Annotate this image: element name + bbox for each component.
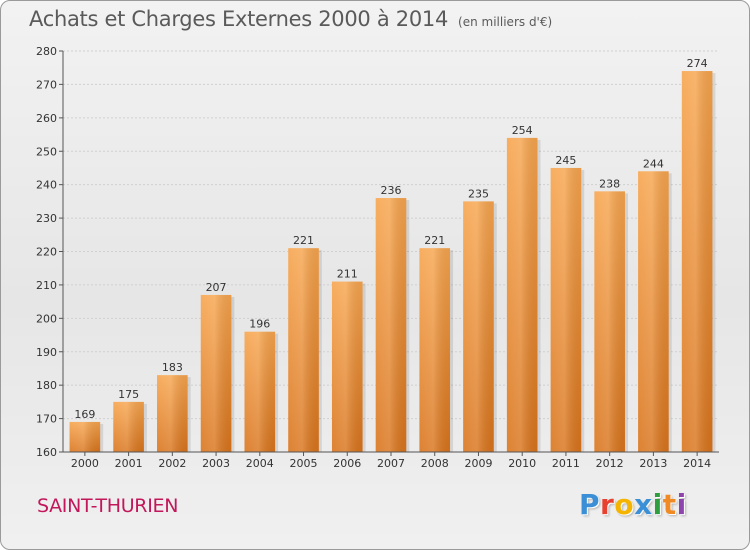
- logo-letter: r: [600, 488, 615, 521]
- x-tick-label: 2005: [290, 457, 318, 470]
- y-tick-label: 230: [36, 212, 57, 225]
- bar-highlight: [375, 198, 407, 452]
- bar-highlight: [419, 248, 451, 452]
- logo-letter: P: [579, 488, 601, 521]
- x-tick-label: 2006: [333, 457, 361, 470]
- bar-value-label: 207: [206, 281, 227, 294]
- bar-highlight: [638, 171, 669, 453]
- y-tick-label: 270: [36, 78, 57, 91]
- x-tick-label: 2011: [552, 457, 580, 470]
- x-tick-label: 2000: [71, 457, 99, 470]
- x-tick-label: 2004: [246, 457, 274, 470]
- bar-value-label: 211: [337, 268, 358, 281]
- bar-value-label: 274: [687, 57, 708, 70]
- logo-letter: i: [652, 488, 663, 521]
- y-tick-label: 220: [36, 246, 57, 259]
- bar-highlight: [200, 294, 232, 452]
- logo-letter: o: [614, 488, 635, 521]
- bar-value-label: 221: [424, 234, 445, 247]
- bar-highlight: [681, 71, 713, 453]
- bar-value-label: 169: [74, 408, 95, 421]
- x-tick-label: 2014: [683, 457, 711, 470]
- logo-letter: i: [676, 488, 687, 521]
- bar-value-label: 175: [118, 388, 139, 401]
- x-tick-label: 2007: [377, 457, 405, 470]
- chart-title-text: Achats et Charges Externes 2000 à 2014: [29, 7, 449, 31]
- logo-letter: t: [662, 488, 677, 521]
- proxiti-logo: Proxiti: [579, 488, 687, 521]
- y-tick-label: 170: [36, 413, 57, 426]
- y-tick-label: 200: [36, 312, 57, 325]
- bar-highlight: [594, 191, 625, 452]
- bar-value-label: 238: [599, 177, 620, 190]
- x-tick-label: 2003: [202, 457, 230, 470]
- logo-letter: x: [634, 488, 653, 521]
- bar-highlight: [113, 401, 144, 452]
- bar-value-label: 236: [381, 184, 402, 197]
- bar-highlight: [69, 421, 101, 452]
- x-tick-label: 2001: [115, 457, 143, 470]
- x-tick-label: 2012: [596, 457, 624, 470]
- bar-highlight: [463, 201, 494, 452]
- x-tick-label: 2009: [464, 457, 492, 470]
- bar-highlight: [288, 248, 319, 452]
- bar-highlight: [157, 375, 188, 452]
- bar-value-label: 196: [249, 318, 270, 331]
- bar-value-label: 245: [555, 154, 576, 167]
- y-tick-label: 180: [36, 379, 57, 392]
- chart-title: Achats et Charges Externes 2000 à 2014 (e…: [29, 7, 552, 31]
- chart-subtitle: (en milliers d'€): [458, 15, 553, 29]
- bar-value-label: 221: [293, 234, 314, 247]
- x-tick-label: 2008: [421, 457, 449, 470]
- bar-highlight: [550, 167, 582, 453]
- y-tick-label: 240: [36, 179, 57, 192]
- x-tick-label: 2002: [158, 457, 186, 470]
- bar-value-label: 244: [643, 157, 664, 170]
- y-tick-label: 160: [36, 446, 57, 459]
- place-name: SAINT-THURIEN: [37, 495, 179, 517]
- bar-value-label: 183: [162, 361, 183, 374]
- bar-value-label: 235: [468, 187, 489, 200]
- x-tick-label: 2010: [508, 457, 536, 470]
- y-tick-label: 260: [36, 112, 57, 125]
- bar-highlight: [506, 137, 538, 452]
- bar-highlight: [244, 331, 276, 452]
- bar-highlight: [331, 281, 363, 452]
- y-tick-label: 280: [36, 45, 57, 58]
- x-tick-label: 2013: [639, 457, 667, 470]
- y-tick-label: 190: [36, 346, 57, 359]
- y-tick-label: 250: [36, 145, 57, 158]
- bar-value-label: 254: [512, 124, 533, 137]
- y-tick-label: 210: [36, 279, 57, 292]
